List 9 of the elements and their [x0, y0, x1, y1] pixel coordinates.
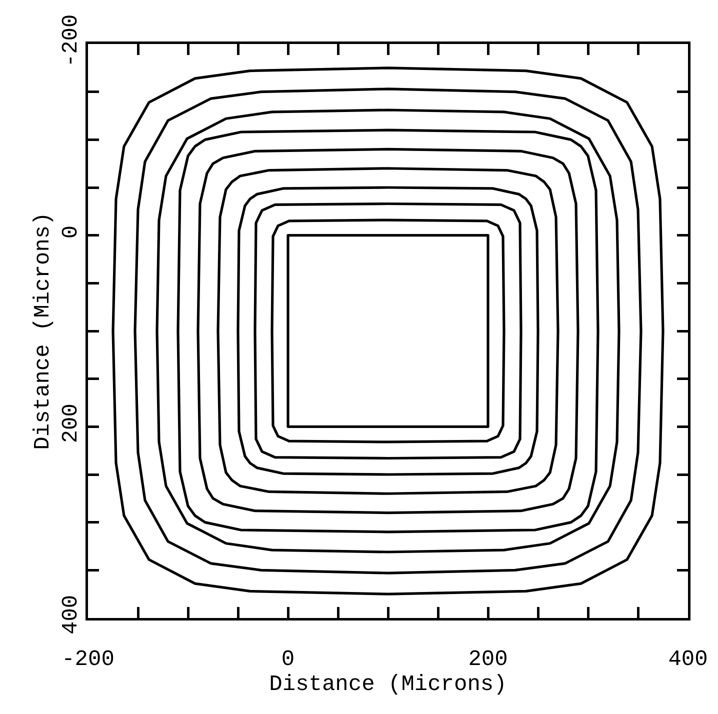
y-tick-label: -200	[58, 14, 84, 68]
y-tick-label: 200	[58, 404, 84, 444]
y-tick-label: 400	[58, 594, 84, 635]
y-axis-title: Distance (Microns)	[30, 212, 56, 450]
x-tick-label: 400	[668, 646, 708, 672]
y-tick-label: 0	[58, 225, 84, 239]
x-tick-label: 200	[468, 646, 508, 672]
x-axis-title: Distance (Microns)	[269, 672, 507, 698]
x-tick-label: 0	[281, 646, 295, 672]
